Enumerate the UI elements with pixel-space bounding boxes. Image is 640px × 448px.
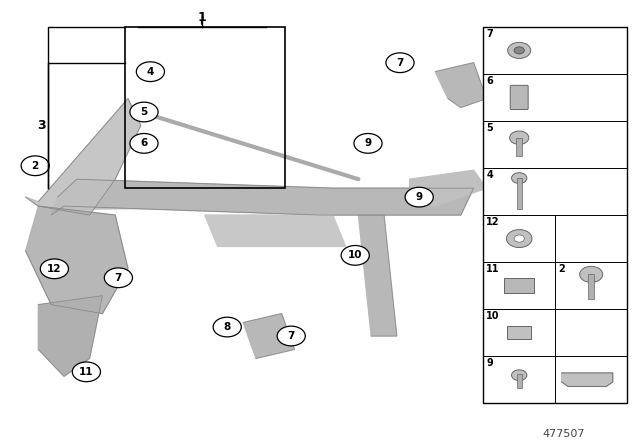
Text: 6: 6: [486, 76, 493, 86]
Polygon shape: [26, 99, 141, 215]
Circle shape: [104, 268, 132, 288]
Text: 5: 5: [486, 123, 493, 133]
Circle shape: [40, 259, 68, 279]
Polygon shape: [205, 215, 346, 246]
Circle shape: [405, 187, 433, 207]
FancyBboxPatch shape: [588, 274, 595, 299]
Circle shape: [511, 173, 527, 184]
Text: 7: 7: [287, 331, 295, 341]
Circle shape: [341, 246, 369, 265]
Text: 7: 7: [115, 273, 122, 283]
Circle shape: [130, 134, 158, 153]
FancyBboxPatch shape: [510, 85, 528, 110]
Circle shape: [508, 43, 531, 59]
Text: 8: 8: [223, 322, 231, 332]
Text: 2: 2: [31, 161, 39, 171]
FancyBboxPatch shape: [516, 178, 522, 210]
Polygon shape: [358, 215, 397, 336]
Circle shape: [580, 266, 603, 283]
Polygon shape: [562, 373, 613, 386]
Text: 9: 9: [364, 138, 372, 148]
Text: 11: 11: [486, 264, 500, 274]
Circle shape: [21, 156, 49, 176]
Text: 9: 9: [486, 358, 493, 368]
Circle shape: [514, 47, 524, 54]
Text: 12: 12: [47, 264, 61, 274]
Polygon shape: [51, 179, 474, 215]
Text: 5: 5: [140, 107, 148, 117]
Text: 10: 10: [348, 250, 362, 260]
Text: 3: 3: [37, 119, 46, 132]
Text: 7: 7: [396, 58, 404, 68]
FancyBboxPatch shape: [516, 138, 522, 156]
FancyBboxPatch shape: [504, 279, 534, 293]
Text: 4: 4: [486, 170, 493, 180]
FancyBboxPatch shape: [516, 375, 522, 388]
Circle shape: [136, 62, 164, 82]
FancyBboxPatch shape: [483, 27, 627, 403]
Circle shape: [511, 370, 527, 381]
Text: 2: 2: [559, 264, 565, 274]
Polygon shape: [243, 314, 294, 358]
Text: 12: 12: [486, 217, 500, 227]
Circle shape: [354, 134, 382, 153]
Circle shape: [514, 235, 524, 242]
Polygon shape: [435, 63, 486, 108]
Text: 477507: 477507: [542, 429, 584, 439]
Polygon shape: [26, 206, 128, 314]
Text: 11: 11: [79, 367, 93, 377]
Text: 4: 4: [147, 67, 154, 77]
Text: 7: 7: [486, 29, 493, 39]
Circle shape: [213, 317, 241, 337]
Circle shape: [72, 362, 100, 382]
Circle shape: [506, 230, 532, 248]
Text: 6: 6: [140, 138, 148, 148]
Circle shape: [277, 326, 305, 346]
Circle shape: [130, 102, 158, 122]
Circle shape: [386, 53, 414, 73]
Polygon shape: [410, 170, 486, 206]
Text: 10: 10: [486, 311, 500, 321]
Text: 1: 1: [197, 11, 206, 25]
Polygon shape: [38, 296, 102, 376]
FancyBboxPatch shape: [507, 326, 531, 340]
Circle shape: [509, 131, 529, 145]
Text: 9: 9: [415, 192, 423, 202]
